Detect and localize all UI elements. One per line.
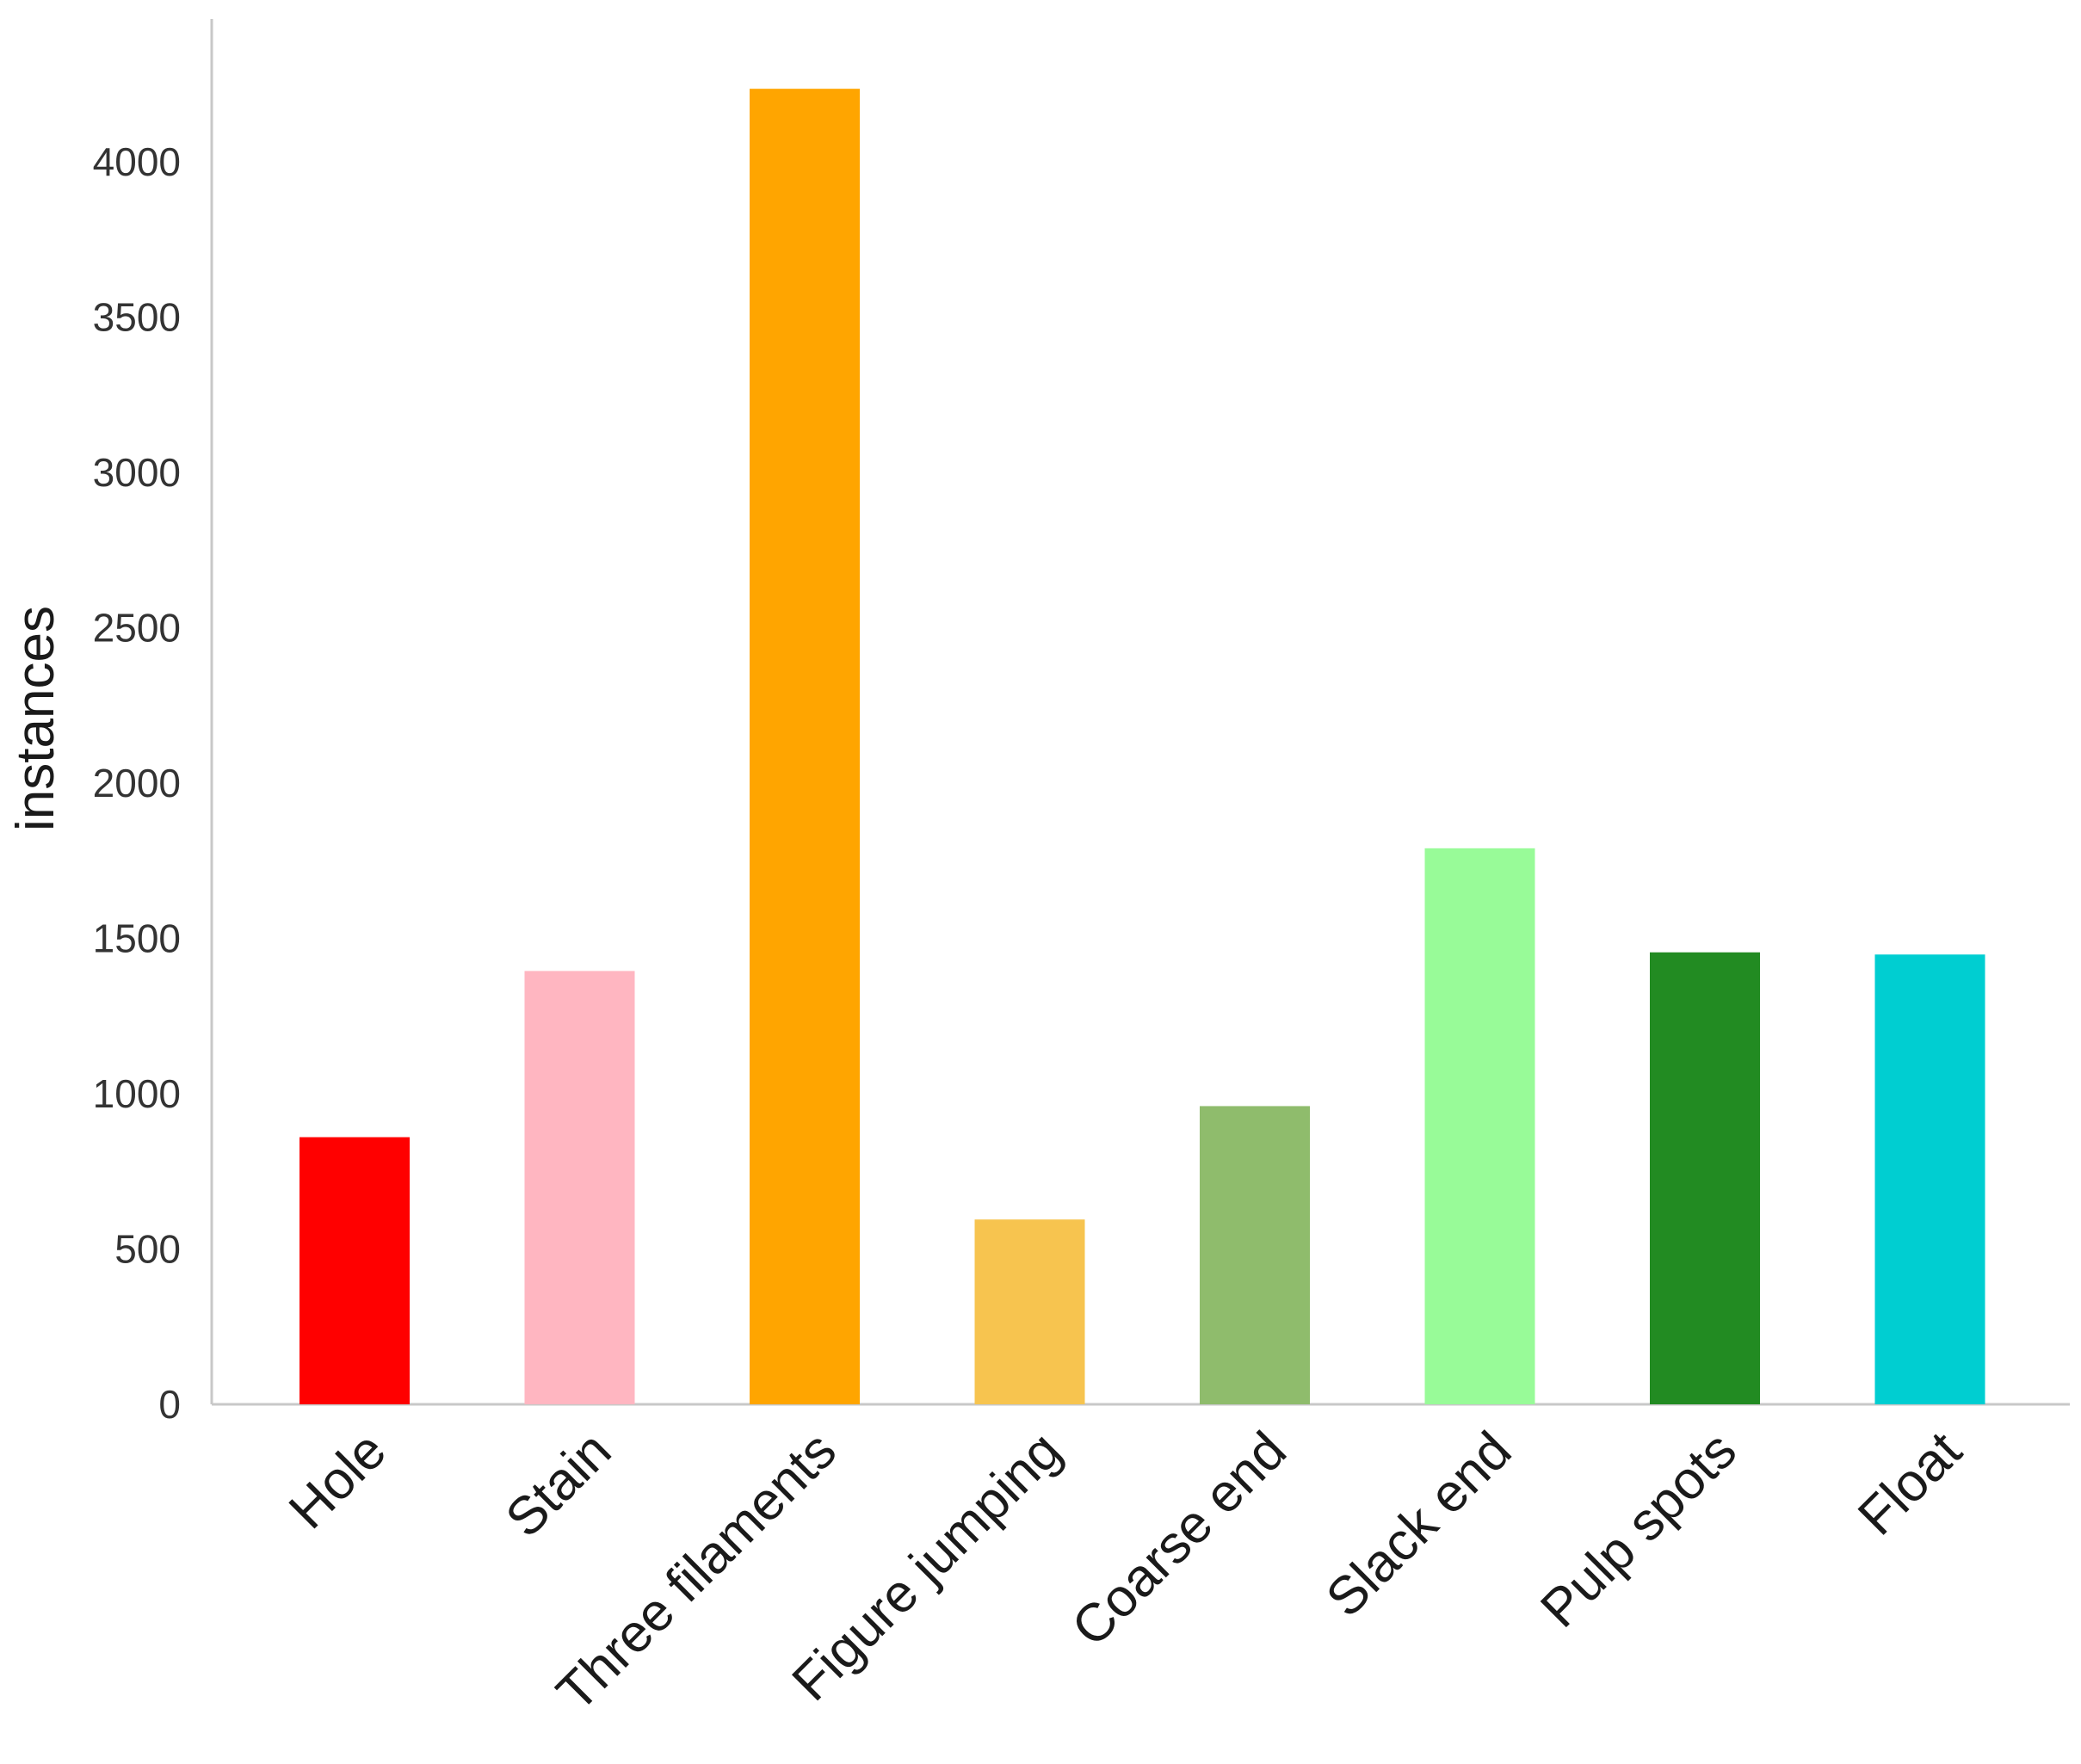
bar-hole [299,1137,410,1404]
bar-three-filaments [750,89,860,1404]
bar-figure-jumping [974,1219,1085,1404]
x-tick-label: Slack end [1315,1421,1522,1628]
x-tick-label: Coarse end [1060,1421,1297,1657]
bar-stain [524,971,635,1404]
x-tick-label: Float [1847,1421,1973,1546]
y-tick-label: 1000 [93,1071,181,1116]
y-tick-label: 4000 [93,139,181,184]
y-tick-label: 1500 [93,916,181,961]
y-tick-label: 0 [158,1382,181,1427]
y-tick-label: 3000 [93,450,181,495]
bar-float [1874,954,1985,1404]
x-tick-label: Hole [278,1421,398,1540]
bar-coarse-end [1200,1106,1310,1404]
y-axis-title: instances [6,606,65,831]
x-tick-label: Stain [495,1421,623,1549]
bars [299,89,1985,1404]
x-tick-label: Pulp spots [1529,1421,1748,1639]
y-tick-label: 500 [114,1227,181,1272]
bar-slack-end [1424,848,1535,1404]
bar-pulp-spots [1650,952,1760,1404]
y-tick-label: 3500 [93,295,181,340]
y-axis-ticks: 0 500 1000 1500 2000 2500 3000 3500 4000 [93,139,181,1427]
y-tick-label: 2500 [93,606,181,651]
y-tick-label: 2000 [93,761,181,805]
